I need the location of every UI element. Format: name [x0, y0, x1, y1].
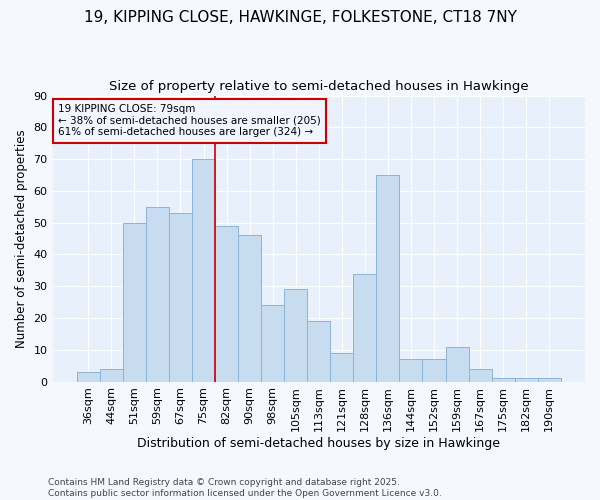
Bar [192, 159, 215, 382]
Bar [123, 222, 146, 382]
Bar [261, 306, 284, 382]
Bar [146, 207, 169, 382]
Bar [491, 378, 515, 382]
Bar [353, 274, 376, 382]
Bar [538, 378, 561, 382]
Bar [469, 369, 491, 382]
Bar [515, 378, 538, 382]
Bar [169, 213, 192, 382]
Title: Size of property relative to semi-detached houses in Hawkinge: Size of property relative to semi-detach… [109, 80, 529, 93]
Bar [77, 372, 100, 382]
Bar [307, 321, 330, 382]
Bar [376, 175, 400, 382]
Bar [446, 346, 469, 382]
Bar [100, 369, 123, 382]
Text: 19 KIPPING CLOSE: 79sqm
← 38% of semi-detached houses are smaller (205)
61% of s: 19 KIPPING CLOSE: 79sqm ← 38% of semi-de… [58, 104, 320, 138]
Bar [238, 236, 261, 382]
Bar [400, 360, 422, 382]
Bar [215, 226, 238, 382]
Bar [422, 360, 446, 382]
Bar [330, 353, 353, 382]
Y-axis label: Number of semi-detached properties: Number of semi-detached properties [15, 130, 28, 348]
Text: 19, KIPPING CLOSE, HAWKINGE, FOLKESTONE, CT18 7NY: 19, KIPPING CLOSE, HAWKINGE, FOLKESTONE,… [83, 10, 517, 25]
Bar [284, 290, 307, 382]
X-axis label: Distribution of semi-detached houses by size in Hawkinge: Distribution of semi-detached houses by … [137, 437, 500, 450]
Text: Contains HM Land Registry data © Crown copyright and database right 2025.
Contai: Contains HM Land Registry data © Crown c… [48, 478, 442, 498]
